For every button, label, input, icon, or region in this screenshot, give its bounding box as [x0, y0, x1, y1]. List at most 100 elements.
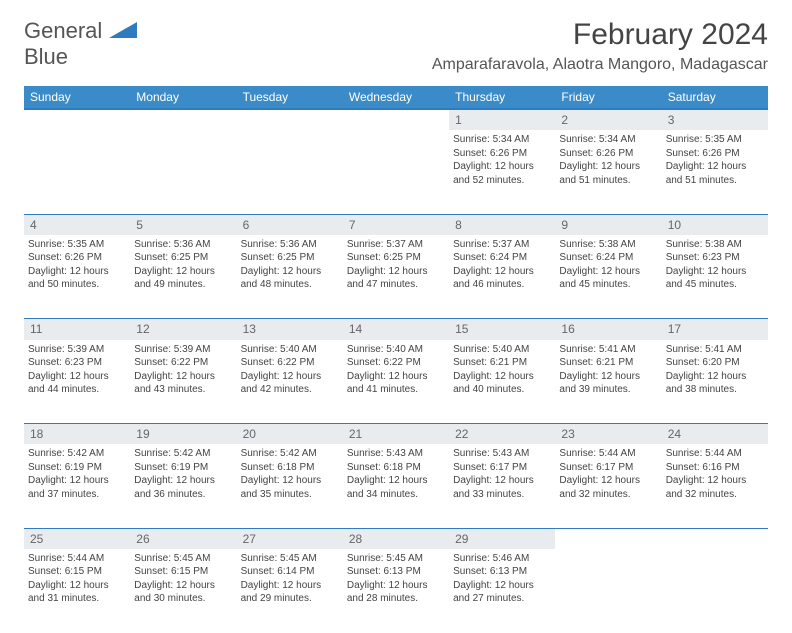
sunset-text: Sunset: 6:15 PM	[134, 565, 232, 579]
daylight-text: Daylight: 12 hours and 31 minutes.	[28, 579, 126, 606]
daylight-text: Daylight: 12 hours and 36 minutes.	[134, 474, 232, 501]
logo-text-wrap: General Blue	[24, 18, 137, 70]
weekday-header: Saturday	[662, 86, 768, 109]
sunset-text: Sunset: 6:26 PM	[666, 147, 764, 161]
day-content: Sunrise: 5:41 AMSunset: 6:20 PMDaylight:…	[666, 343, 764, 397]
daylight-text: Daylight: 12 hours and 51 minutes.	[666, 160, 764, 187]
sunset-text: Sunset: 6:22 PM	[347, 356, 445, 370]
sunset-text: Sunset: 6:26 PM	[559, 147, 657, 161]
daylight-text: Daylight: 12 hours and 41 minutes.	[347, 370, 445, 397]
sunrise-text: Sunrise: 5:40 AM	[453, 343, 551, 357]
day-number-cell: 25	[24, 528, 130, 549]
day-content: Sunrise: 5:43 AMSunset: 6:18 PMDaylight:…	[347, 447, 445, 501]
day-content: Sunrise: 5:41 AMSunset: 6:21 PMDaylight:…	[559, 343, 657, 397]
day-cell: Sunrise: 5:36 AMSunset: 6:25 PMDaylight:…	[130, 235, 236, 319]
page-title: February 2024	[432, 18, 768, 52]
logo: General Blue	[24, 18, 137, 70]
sunset-text: Sunset: 6:21 PM	[453, 356, 551, 370]
sunset-text: Sunset: 6:17 PM	[453, 461, 551, 475]
day-cell: Sunrise: 5:39 AMSunset: 6:23 PMDaylight:…	[24, 340, 130, 424]
day-number-row: 123	[24, 109, 768, 130]
day-content: Sunrise: 5:35 AMSunset: 6:26 PMDaylight:…	[28, 238, 126, 292]
day-cell: Sunrise: 5:44 AMSunset: 6:17 PMDaylight:…	[555, 444, 661, 528]
day-cell: Sunrise: 5:35 AMSunset: 6:26 PMDaylight:…	[662, 130, 768, 214]
day-number-cell: 10	[662, 214, 768, 235]
sunset-text: Sunset: 6:13 PM	[347, 565, 445, 579]
sunset-text: Sunset: 6:18 PM	[347, 461, 445, 475]
sunset-text: Sunset: 6:14 PM	[241, 565, 339, 579]
day-content: Sunrise: 5:40 AMSunset: 6:22 PMDaylight:…	[241, 343, 339, 397]
day-content: Sunrise: 5:36 AMSunset: 6:25 PMDaylight:…	[134, 238, 232, 292]
sunrise-text: Sunrise: 5:35 AM	[666, 133, 764, 147]
day-content: Sunrise: 5:37 AMSunset: 6:25 PMDaylight:…	[347, 238, 445, 292]
day-content: Sunrise: 5:42 AMSunset: 6:19 PMDaylight:…	[28, 447, 126, 501]
sunrise-text: Sunrise: 5:42 AM	[28, 447, 126, 461]
day-number-cell: 12	[130, 319, 236, 340]
day-cell: Sunrise: 5:44 AMSunset: 6:15 PMDaylight:…	[24, 549, 130, 633]
day-number-cell: 29	[449, 528, 555, 549]
sunset-text: Sunset: 6:23 PM	[28, 356, 126, 370]
daylight-text: Daylight: 12 hours and 33 minutes.	[453, 474, 551, 501]
daylight-text: Daylight: 12 hours and 52 minutes.	[453, 160, 551, 187]
weekday-header: Monday	[130, 86, 236, 109]
sunset-text: Sunset: 6:17 PM	[559, 461, 657, 475]
daylight-text: Daylight: 12 hours and 39 minutes.	[559, 370, 657, 397]
daylight-text: Daylight: 12 hours and 38 minutes.	[666, 370, 764, 397]
location-text: Amparafaravola, Alaotra Mangoro, Madagas…	[432, 56, 768, 74]
logo-triangle-icon	[109, 22, 137, 38]
weekday-header-row: SundayMondayTuesdayWednesdayThursdayFrid…	[24, 86, 768, 109]
day-cell: Sunrise: 5:46 AMSunset: 6:13 PMDaylight:…	[449, 549, 555, 633]
sunrise-text: Sunrise: 5:36 AM	[241, 238, 339, 252]
sunrise-text: Sunrise: 5:41 AM	[666, 343, 764, 357]
sunrise-text: Sunrise: 5:44 AM	[28, 552, 126, 566]
sunset-text: Sunset: 6:19 PM	[28, 461, 126, 475]
sunrise-text: Sunrise: 5:46 AM	[453, 552, 551, 566]
day-number-cell: 3	[662, 109, 768, 130]
daylight-text: Daylight: 12 hours and 47 minutes.	[347, 265, 445, 292]
calendar-body: 123Sunrise: 5:34 AMSunset: 6:26 PMDaylig…	[24, 109, 768, 633]
day-number-cell: 5	[130, 214, 236, 235]
daylight-text: Daylight: 12 hours and 35 minutes.	[241, 474, 339, 501]
daylight-text: Daylight: 12 hours and 34 minutes.	[347, 474, 445, 501]
day-number-cell: 2	[555, 109, 661, 130]
sunset-text: Sunset: 6:19 PM	[134, 461, 232, 475]
sunrise-text: Sunrise: 5:38 AM	[666, 238, 764, 252]
sunset-text: Sunset: 6:15 PM	[28, 565, 126, 579]
day-cell: Sunrise: 5:35 AMSunset: 6:26 PMDaylight:…	[24, 235, 130, 319]
day-cell	[237, 130, 343, 214]
day-content: Sunrise: 5:43 AMSunset: 6:17 PMDaylight:…	[453, 447, 551, 501]
day-cell: Sunrise: 5:37 AMSunset: 6:24 PMDaylight:…	[449, 235, 555, 319]
sunset-text: Sunset: 6:18 PM	[241, 461, 339, 475]
day-content: Sunrise: 5:40 AMSunset: 6:22 PMDaylight:…	[347, 343, 445, 397]
sunrise-text: Sunrise: 5:41 AM	[559, 343, 657, 357]
sunset-text: Sunset: 6:16 PM	[666, 461, 764, 475]
day-number-cell: 13	[237, 319, 343, 340]
day-content: Sunrise: 5:38 AMSunset: 6:24 PMDaylight:…	[559, 238, 657, 292]
day-number-cell: 23	[555, 424, 661, 445]
day-cell: Sunrise: 5:43 AMSunset: 6:18 PMDaylight:…	[343, 444, 449, 528]
daylight-text: Daylight: 12 hours and 28 minutes.	[347, 579, 445, 606]
day-cell: Sunrise: 5:45 AMSunset: 6:14 PMDaylight:…	[237, 549, 343, 633]
day-content: Sunrise: 5:44 AMSunset: 6:16 PMDaylight:…	[666, 447, 764, 501]
sunset-text: Sunset: 6:22 PM	[241, 356, 339, 370]
day-number-cell: 6	[237, 214, 343, 235]
sunset-text: Sunset: 6:24 PM	[559, 251, 657, 265]
day-cell: Sunrise: 5:42 AMSunset: 6:19 PMDaylight:…	[130, 444, 236, 528]
sunrise-text: Sunrise: 5:37 AM	[347, 238, 445, 252]
sunrise-text: Sunrise: 5:45 AM	[241, 552, 339, 566]
day-content: Sunrise: 5:37 AMSunset: 6:24 PMDaylight:…	[453, 238, 551, 292]
daylight-text: Daylight: 12 hours and 46 minutes.	[453, 265, 551, 292]
day-number-row: 18192021222324	[24, 424, 768, 445]
sunset-text: Sunset: 6:26 PM	[28, 251, 126, 265]
day-number-cell	[555, 528, 661, 549]
day-number-cell: 1	[449, 109, 555, 130]
day-number-cell	[130, 109, 236, 130]
weekday-header: Sunday	[24, 86, 130, 109]
title-block: February 2024 Amparafaravola, Alaotra Ma…	[432, 18, 768, 82]
day-number-cell: 16	[555, 319, 661, 340]
day-content: Sunrise: 5:39 AMSunset: 6:22 PMDaylight:…	[134, 343, 232, 397]
day-number-cell: 28	[343, 528, 449, 549]
day-content: Sunrise: 5:35 AMSunset: 6:26 PMDaylight:…	[666, 133, 764, 187]
table-row: Sunrise: 5:39 AMSunset: 6:23 PMDaylight:…	[24, 340, 768, 424]
logo-text-2: Blue	[24, 44, 68, 69]
